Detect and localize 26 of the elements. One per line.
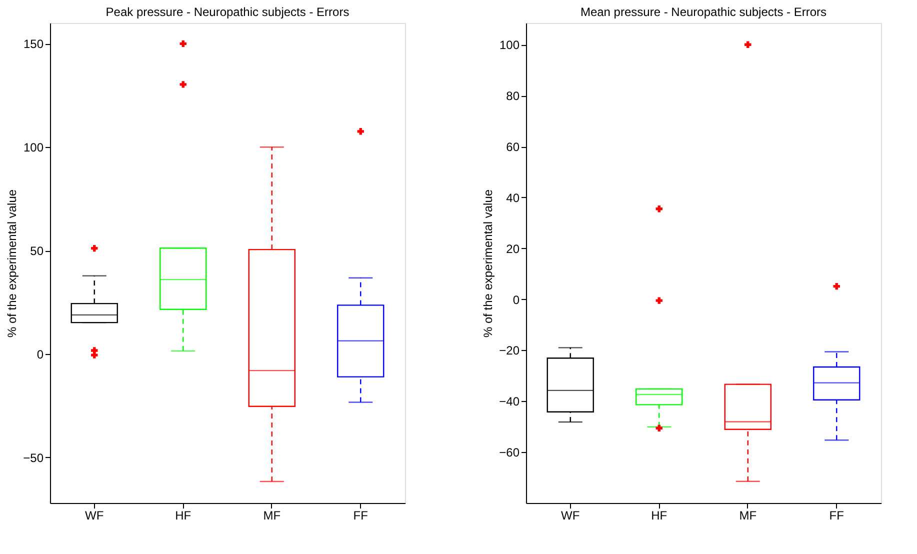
x-tick-label: WF (561, 508, 580, 522)
y-tick-label: 100 (499, 38, 520, 52)
chart-title: Mean pressure - Neuropathic subjects - Errors (580, 5, 827, 19)
y-tick-label: 100 (23, 140, 44, 155)
y-tick-label: −40 (499, 394, 520, 409)
x-tick-label: FF (353, 508, 368, 522)
chart-title: Peak pressure - Neuropathic subjects - Errors (106, 5, 350, 19)
y-tick-label: −50 (23, 450, 44, 465)
x-tick-label: FF (829, 508, 844, 522)
y-tick-label: 50 (30, 244, 44, 258)
y-tick-label: 80 (506, 89, 520, 104)
y-tick-label: 0 (36, 348, 44, 362)
x-tick-label: MF (739, 508, 757, 522)
y-tick-label: −60 (499, 446, 520, 460)
y-tick-label: −20 (499, 344, 520, 358)
y-tick-label: 20 (506, 242, 520, 256)
y-tick-label: 150 (23, 37, 44, 52)
y-tick-label: 0 (512, 292, 520, 307)
x-tick-label: MF (263, 508, 281, 522)
y-axis-title: % of the experimental value (5, 189, 20, 338)
y-tick-label: 60 (506, 140, 520, 154)
y-tick-label: 40 (506, 190, 520, 205)
x-tick-label: HF (651, 508, 668, 522)
y-axis-title: % of the experimental value (481, 189, 496, 338)
x-tick-label: HF (175, 508, 192, 522)
x-tick-label: WF (85, 508, 104, 522)
